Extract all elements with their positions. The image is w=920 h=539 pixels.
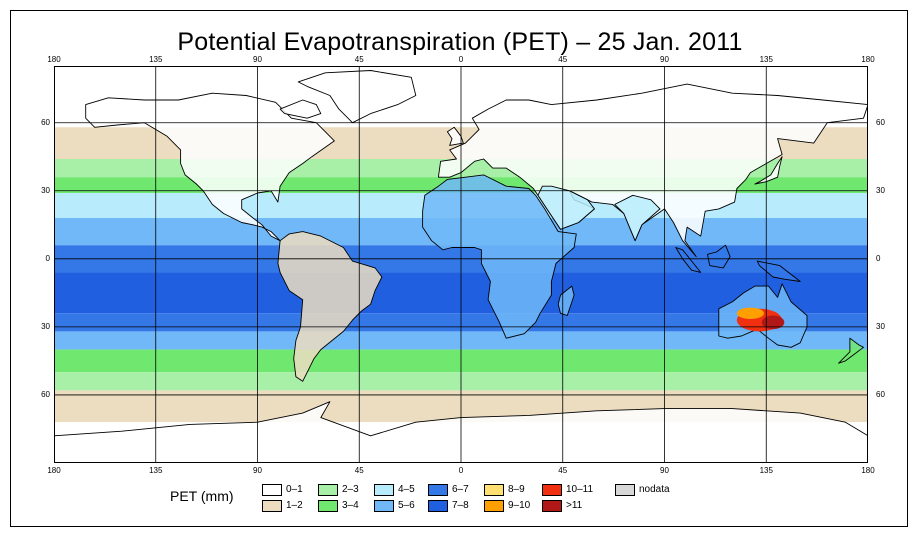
lat-tick-right-1: 30 xyxy=(876,185,885,195)
lat-tick-left-4: 60 xyxy=(41,389,50,399)
hotspot-australia-warm xyxy=(736,307,764,319)
legend-label-0: 0–1 xyxy=(286,484,303,495)
lat-tick-right-0: 60 xyxy=(876,117,885,127)
legend-swatch-1 xyxy=(262,500,282,512)
lat-tick-right-2: 0 xyxy=(876,253,881,263)
lat-tick-right-4: 60 xyxy=(876,389,885,399)
legend-label-1: 1–2 xyxy=(286,500,303,511)
legend-swatch-5 xyxy=(374,500,394,512)
legend-label-4: 4–5 xyxy=(398,484,415,495)
lon-tick-bottom-1: 135 xyxy=(149,466,163,475)
land-arabia xyxy=(537,185,595,230)
legend-label-5: 5–6 xyxy=(398,500,415,511)
legend-title: PET (mm) xyxy=(170,488,234,504)
hotspot-australia-core xyxy=(761,315,785,330)
legend-label-12: nodata xyxy=(639,484,670,495)
lat-tick-left-0: 60 xyxy=(41,117,50,127)
legend-swatch-7 xyxy=(428,500,448,512)
hotspots-layer xyxy=(736,307,785,332)
lat-tick-right-3: 30 xyxy=(876,321,885,331)
legend-label-11: >11 xyxy=(566,500,583,511)
land-sumatra xyxy=(675,247,702,273)
map-border xyxy=(54,66,868,463)
lon-tick-top-1: 135 xyxy=(149,55,163,64)
land-great-britain xyxy=(446,126,464,146)
land-borneo xyxy=(707,244,731,269)
lat-tick-left-3: 30 xyxy=(41,321,50,331)
legend-swatch-4 xyxy=(374,484,394,496)
land-south-america xyxy=(277,231,383,382)
lon-tick-bottom-4: 0 xyxy=(458,466,464,475)
figure-frame xyxy=(10,10,908,527)
lon-tick-top-4: 0 xyxy=(458,55,464,64)
graticule-grid xyxy=(54,66,868,463)
lon-tick-top-7: 135 xyxy=(759,55,773,64)
land-japan xyxy=(754,156,783,185)
legend-swatch-0 xyxy=(262,484,282,496)
world-map xyxy=(54,66,868,463)
legend-label-6: 6–7 xyxy=(452,484,469,495)
lon-tick-bottom-3: 45 xyxy=(354,466,364,475)
land-new-zealand xyxy=(838,337,864,364)
legend-label-8: 8–9 xyxy=(508,484,525,495)
land-new-guinea xyxy=(756,260,801,282)
legend-label-2: 2–3 xyxy=(342,484,359,495)
lon-tick-top-8: 180 xyxy=(861,55,875,64)
land-greenland xyxy=(297,70,417,124)
land-baffin xyxy=(279,99,322,119)
legend-label-10: 10–11 xyxy=(566,484,594,495)
lon-tick-bottom-6: 90 xyxy=(660,466,669,475)
lon-tick-top-0: 180 xyxy=(47,55,61,64)
legend-swatch-10 xyxy=(542,484,562,496)
land-madagascar xyxy=(557,285,575,316)
lon-tick-top-2: 90 xyxy=(253,55,262,64)
legend-swatch-12 xyxy=(615,484,635,496)
legend-swatch-11 xyxy=(542,500,562,512)
legend-swatch-2 xyxy=(318,484,338,496)
legend-swatch-8 xyxy=(484,484,504,496)
lon-tick-bottom-8: 180 xyxy=(861,466,875,475)
lon-tick-bottom-5: 45 xyxy=(558,466,568,475)
chart-title: Potential Evapotranspiration (PET) – 25 … xyxy=(177,28,743,56)
lon-tick-top-3: 45 xyxy=(354,55,364,64)
lon-tick-bottom-7: 135 xyxy=(759,466,773,475)
lon-tick-top-6: 90 xyxy=(660,55,669,64)
lon-tick-bottom-0: 180 xyxy=(47,466,61,475)
legend-label-3: 3–4 xyxy=(342,500,359,511)
land-india xyxy=(614,194,661,242)
lon-tick-bottom-2: 90 xyxy=(253,466,262,475)
lat-tick-left-2: 0 xyxy=(45,253,50,263)
legend-label-7: 7–8 xyxy=(452,500,469,511)
lat-tick-left-1: 30 xyxy=(41,185,50,195)
legend-swatch-3 xyxy=(318,500,338,512)
lon-tick-top-5: 45 xyxy=(558,55,568,64)
legend-swatch-6 xyxy=(428,484,448,496)
legend-label-9: 9–10 xyxy=(508,500,531,511)
legend-swatch-9 xyxy=(484,500,504,512)
